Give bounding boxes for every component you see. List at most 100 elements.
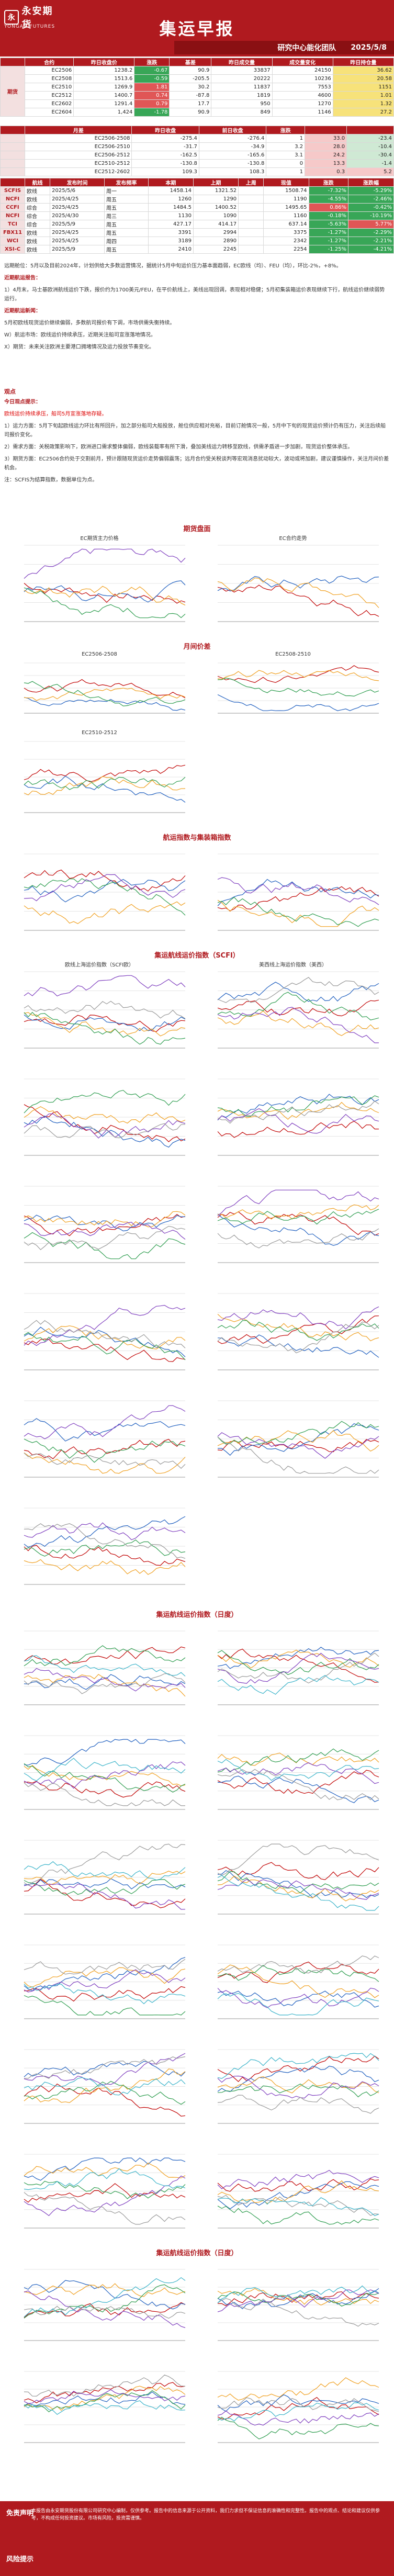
table-cell: 1508.74 — [263, 186, 309, 195]
table-cell: 1190 — [263, 195, 309, 204]
table-cell: 1400.52 — [193, 203, 239, 212]
spot-col-header: 本期 — [148, 178, 194, 187]
chart-plot — [24, 1508, 186, 1585]
table-cell: 90.9 — [169, 66, 212, 75]
series-line — [217, 1313, 379, 1342]
spot-col-header: 发布频率 — [104, 178, 149, 187]
series-line — [217, 584, 379, 617]
series-line — [24, 1673, 186, 1694]
line-chart: 欧线上海运价指数（SCFI欧） — [10, 960, 188, 1060]
series-line — [217, 2083, 379, 2098]
view-note: 注：SCFIS为结算指数，数据单位为点。 — [4, 477, 98, 483]
series-line — [24, 548, 186, 579]
chart-plot — [217, 1400, 379, 1478]
table-cell: 2245 — [193, 245, 239, 254]
series-line — [217, 1211, 379, 1236]
series-line — [217, 1007, 379, 1043]
table-cell: TCI — [0, 220, 25, 229]
table-cell: 3189 — [148, 237, 194, 245]
series-line — [217, 1204, 379, 1220]
table-cell: EC2506-2510 — [24, 142, 132, 151]
table-cell: 1151 — [332, 83, 394, 92]
table-cell: 周三 — [104, 211, 149, 220]
futures-col-header: 涨跌 — [134, 58, 170, 66]
table-cell: EC2602 — [24, 99, 74, 108]
table-cell: 周五 — [104, 245, 149, 254]
line-chart: EC期货主力价格 — [10, 534, 188, 633]
table-cell: 欧线 — [24, 228, 51, 237]
series-line — [24, 1539, 186, 1557]
series-line — [24, 874, 186, 902]
report-date: 2025/5/8 — [351, 43, 387, 52]
series-line — [24, 1559, 186, 1575]
table-cell: 849 — [211, 108, 273, 117]
table-cell: -87.8 — [169, 91, 212, 100]
series-line — [24, 1516, 186, 1548]
chart-plot — [217, 971, 379, 1049]
series-line — [24, 2375, 186, 2397]
series-line — [24, 1106, 186, 1124]
table-cell: 0.86% — [308, 203, 349, 212]
line-chart — [10, 1619, 188, 1716]
line-chart — [204, 842, 382, 942]
line-chart — [10, 2038, 188, 2135]
series-line — [217, 2178, 379, 2192]
series-line — [24, 2168, 186, 2190]
series-line — [24, 1959, 186, 1975]
table-cell: -162.5 — [131, 151, 199, 160]
table-cell: 1484.5 — [148, 203, 194, 212]
table-cell: 7553 — [272, 83, 333, 92]
chart-section-title: 月间价差 — [183, 643, 211, 651]
table-cell: 33.0 — [305, 134, 347, 143]
chart-plot — [217, 1078, 379, 1156]
table-cell: 950 — [211, 99, 273, 108]
series-line — [24, 1883, 186, 1910]
chart-plot — [217, 2269, 379, 2341]
series-line — [217, 2410, 379, 2426]
table-row: FBX11 欧线 2025/4/25 周五 3391 2994 3375 -1.27% -2.2… — [0, 228, 394, 237]
chart-plot — [24, 1293, 186, 1370]
table-cell: -0.18% — [308, 211, 349, 220]
series-line — [24, 975, 186, 997]
spot-col-header: 上期 — [193, 178, 239, 187]
chart-plot — [217, 1735, 379, 1810]
series-line — [217, 665, 379, 683]
series-line — [24, 1674, 186, 1690]
table-cell: -1.25% — [308, 245, 349, 254]
logo-icon: 永 — [4, 10, 19, 25]
table-cell: 1269.9 — [73, 83, 135, 92]
series-line — [24, 1878, 186, 1889]
table-cell: 综合 — [24, 203, 51, 212]
table-cell: 109.3 — [131, 167, 199, 176]
chart-section-title: 集运航线运价指数（SCFI） — [154, 952, 240, 960]
series-line — [217, 1759, 379, 1781]
chart-plot — [24, 971, 186, 1049]
table-cell: 1260 — [148, 195, 194, 204]
table-cell: 1458.14 — [148, 186, 194, 195]
series-line — [217, 1748, 379, 1773]
line-chart — [10, 2360, 188, 2454]
series-line — [24, 681, 186, 706]
series-line — [217, 879, 379, 906]
spot-table: 航线 发布时间 发布频率 本期 上期 上周 现值 涨跌 涨跌幅 SCFIS 欧线 2025/5/6 周一… — [0, 178, 394, 254]
series-line — [217, 1965, 379, 1982]
series-line — [24, 1225, 186, 1251]
table-cell: 周五 — [104, 220, 149, 229]
series-line — [24, 1232, 186, 1259]
table-cell: -2.21% — [348, 237, 394, 245]
chart-title: EC合约走势 — [279, 536, 307, 542]
chart-section-title: 航运指数与集装箱指数 — [163, 834, 231, 842]
chart-plot — [24, 741, 186, 813]
series-line — [217, 982, 379, 1002]
chart-plot — [217, 662, 379, 714]
series-line — [217, 2291, 379, 2307]
series-line — [217, 1875, 379, 1911]
series-line — [24, 2080, 186, 2105]
view-p1: 1）运力方面：5月下旬起欧线运力环比有所回升，加之部分船司大船投放，舱位供应相对… — [4, 423, 386, 438]
series-line — [24, 2077, 186, 2096]
series-line — [24, 1014, 186, 1031]
series-line — [217, 1421, 379, 1445]
line-chart — [204, 2360, 382, 2454]
spot-col-header: 发布时间 — [50, 178, 105, 187]
series-line — [24, 2068, 186, 2103]
